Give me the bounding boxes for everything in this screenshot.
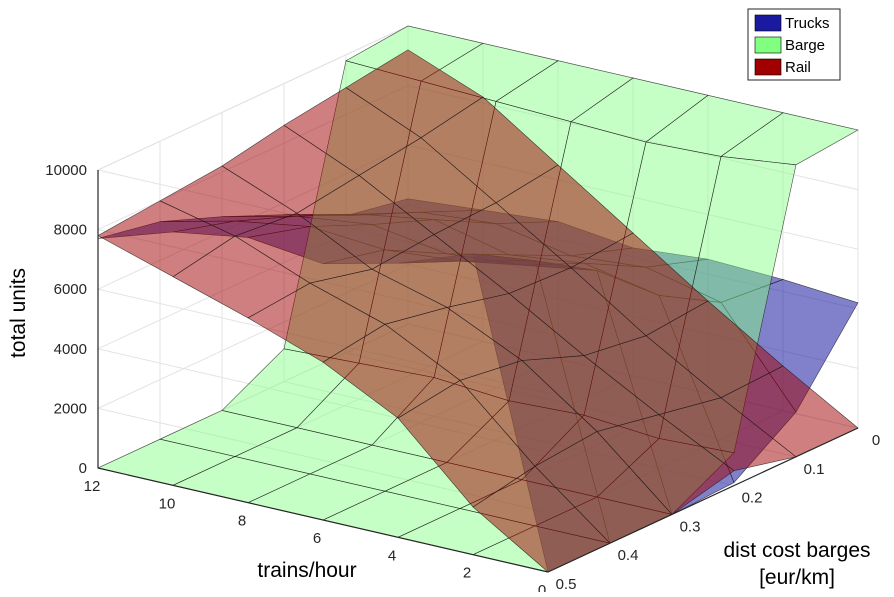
y-tick-label: 0.4 [618,547,639,564]
x-tick-label: 8 [238,513,246,530]
z-axis-label: total units [7,268,30,358]
y-tick-label: 0.5 [556,576,577,592]
tick-labels: 02468101200.10.20.30.40.5020004000600080… [45,162,880,597]
x-tick-label: 2 [463,565,471,582]
y-tick-label: 0.1 [804,461,825,478]
legend-label-barge: Barge [785,37,825,54]
y-tick-label: 0.2 [742,490,763,507]
legend-swatch-barge [754,36,782,54]
z-tick-label: 2000 [54,400,87,417]
x-tick-label: 6 [313,530,321,547]
y-axis-label-line1: dist cost barges [723,539,870,562]
legend: Trucks Barge Rail [747,8,841,81]
legend-label-trucks: Trucks [785,15,829,32]
z-tick-label: 8000 [54,222,87,239]
z-tick-label: 4000 [54,341,87,358]
axes [97,170,859,573]
x-axis-label: trains/hour [257,559,356,582]
legend-swatch-trucks [754,14,782,32]
y-tick-label: 0.3 [680,518,701,535]
legend-label-rail: Rail [785,59,811,76]
z-tick-label: 0 [79,460,87,477]
surface-rail [97,49,859,573]
x-axis-line [97,467,549,573]
surfaces [97,25,859,573]
y-axis-label-line2: [eur/km] [759,566,835,589]
y-axis-line [547,427,859,573]
x-tick-label: 10 [159,495,176,512]
z-tick-label: 10000 [45,162,87,179]
y-tick-label: 0 [872,432,880,449]
z-tick-label: 6000 [54,281,87,298]
x-tick-label: 4 [388,547,396,564]
x-tick-label: 0 [538,582,546,592]
legend-swatch-rail [754,58,782,76]
x-tick-label: 12 [84,478,101,495]
